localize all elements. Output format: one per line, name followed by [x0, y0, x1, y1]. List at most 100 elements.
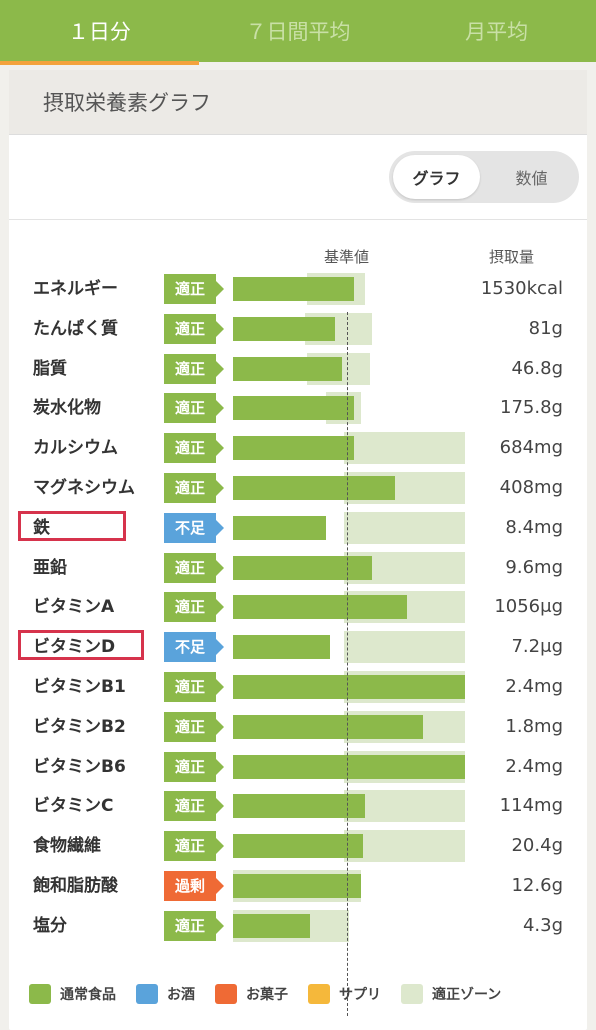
view-toggle: グラフ 数値: [389, 151, 579, 203]
status-badge: 適正: [164, 433, 224, 464]
nutrient-bar-area: [233, 352, 465, 385]
nutrient-bar-area: [233, 830, 465, 863]
nutrient-row: 食物繊維 適正 20.4g: [9, 826, 587, 866]
tab-1day[interactable]: １日分: [0, 0, 199, 65]
panel-title: 摂取栄養素グラフ: [9, 70, 587, 135]
legend-swatch: [215, 984, 237, 1004]
toggle-number[interactable]: 数値: [515, 169, 548, 188]
nutrient-row: ビタミンA 適正 1056μg: [9, 587, 587, 627]
appropriate-zone: [344, 631, 465, 664]
intake-bar: [233, 714, 424, 739]
intake-value: 2.4mg: [505, 675, 563, 697]
nutrient-row: 炭水化物 適正 175.8g: [9, 388, 587, 428]
nutrient-bar-area: [233, 471, 465, 504]
highlight-box: [18, 630, 144, 661]
nutrient-bar-area: [233, 312, 465, 345]
status-badge: 適正: [164, 393, 224, 424]
intake-bar: [233, 475, 396, 500]
nutrient-name: 炭水化物: [33, 398, 101, 419]
nutrient-row: ビタミンB6 適正 2.4mg: [9, 747, 587, 787]
tab-7day-average[interactable]: ７日間平均: [245, 20, 351, 44]
standard-value-header: 基準値: [324, 248, 370, 266]
nutrient-list: エネルギー 適正 1530kcal たんぱく質 適正 81g 脂質 適正 46.…: [9, 269, 587, 946]
status-badge: 適正: [164, 751, 224, 782]
status-badge: 適正: [164, 552, 224, 583]
tab-monthly-average[interactable]: 月平均: [465, 20, 529, 44]
intake-header: 摂取量: [489, 248, 535, 266]
nutrient-name: ビタミンC: [33, 796, 114, 817]
nutrient-name: 塩分: [33, 915, 67, 936]
intake-bar: [233, 595, 407, 620]
status-badge: 適正: [164, 910, 224, 941]
status-badge: 適正: [164, 592, 224, 623]
nutrient-name: ビタミンB1: [33, 676, 126, 697]
appropriate-zone: [344, 511, 465, 544]
nutrient-name: ビタミンA: [33, 597, 115, 618]
legend-label: お菓子: [246, 987, 288, 1003]
legend-item: サプリ: [308, 984, 381, 1004]
legend-label: サプリ: [339, 987, 381, 1003]
intake-value: 2.4mg: [505, 755, 563, 777]
legend-item: 適正ゾーン: [401, 984, 501, 1004]
legend: 通常食品 お酒 お菓子 サプリ 適正ゾーン: [29, 982, 589, 1006]
nutrient-name: エネルギー: [33, 279, 118, 299]
highlight-box: [18, 510, 126, 541]
nutrient-bar-area: [233, 392, 465, 425]
nutrient-bar-area: [233, 750, 465, 783]
nutrient-bar-area: [233, 710, 465, 743]
intake-value: 175.8g: [500, 397, 563, 419]
nutrient-bar-area: [233, 591, 465, 624]
intake-bar: [233, 635, 331, 660]
intake-bar: [233, 754, 465, 779]
status-badge: 適正: [164, 831, 224, 862]
intake-value: 20.4g: [511, 835, 563, 857]
legend-swatch: [29, 984, 51, 1004]
status-badge: 適正: [164, 353, 224, 384]
nutrient-bar-area: [233, 551, 465, 584]
nutrient-row: ビタミンB1 適正 2.4mg: [9, 667, 587, 707]
nutrient-row: 塩分 適正 4.3g: [9, 906, 587, 946]
toggle-graph[interactable]: グラフ: [393, 155, 480, 199]
nutrient-row: たんぱく質 適正 81g: [9, 309, 587, 349]
legend-item: 通常食品: [29, 984, 116, 1004]
period-tabs: １日分 ７日間平均 月平均: [0, 0, 596, 65]
intake-value: 7.2μg: [511, 636, 563, 658]
nutrient-row: ビタミンC 適正 114mg: [9, 786, 587, 826]
status-badge: 不足: [164, 512, 224, 543]
nutrient-name: 食物繊維: [33, 836, 101, 857]
nutrient-bar-area: [233, 432, 465, 465]
status-badge: 適正: [164, 472, 224, 503]
nutrient-name: ビタミンB2: [33, 716, 126, 737]
nutrient-row: 亜鉛 適正 9.6mg: [9, 548, 587, 588]
intake-value: 1056μg: [494, 596, 563, 618]
intake-bar: [233, 674, 465, 699]
intake-bar: [233, 794, 366, 819]
appropriate-zone: [344, 830, 465, 863]
nutrient-name: 亜鉛: [33, 557, 67, 578]
intake-bar: [233, 515, 326, 540]
legend-item: お酒: [136, 984, 195, 1004]
intake-value: 46.8g: [511, 357, 563, 379]
legend-swatch: [308, 984, 330, 1004]
nutrient-name: たんぱく質: [33, 318, 118, 339]
intake-bar: [233, 436, 354, 461]
nutrient-name: 鉄: [33, 517, 50, 538]
legend-label: お酒: [167, 987, 195, 1003]
nutrient-bar-area: [233, 909, 465, 942]
intake-value: 684mg: [499, 437, 563, 459]
intake-bar: [233, 555, 373, 580]
intake-value: 9.6mg: [505, 556, 563, 578]
intake-bar: [233, 396, 354, 421]
legend-swatch: [136, 984, 158, 1004]
nutrient-row: ビタミンB2 適正 1.8mg: [9, 707, 587, 747]
nutrient-bar-area: [233, 790, 465, 823]
status-badge: 適正: [164, 711, 224, 742]
nutrient-panel: 摂取栄養素グラフ グラフ 数値 基準値 摂取量 エネルギー 適正 1530kca…: [9, 70, 587, 1030]
intake-value: 1.8mg: [505, 715, 563, 737]
standard-line: [347, 312, 348, 1016]
legend-label: 通常食品: [60, 987, 116, 1003]
intake-bar: [233, 913, 310, 938]
intake-value: 12.6g: [511, 874, 563, 896]
nutrient-row: 飽和脂肪酸 過剰 12.6g: [9, 866, 587, 906]
nutrient-name: マグネシウム: [33, 477, 135, 498]
